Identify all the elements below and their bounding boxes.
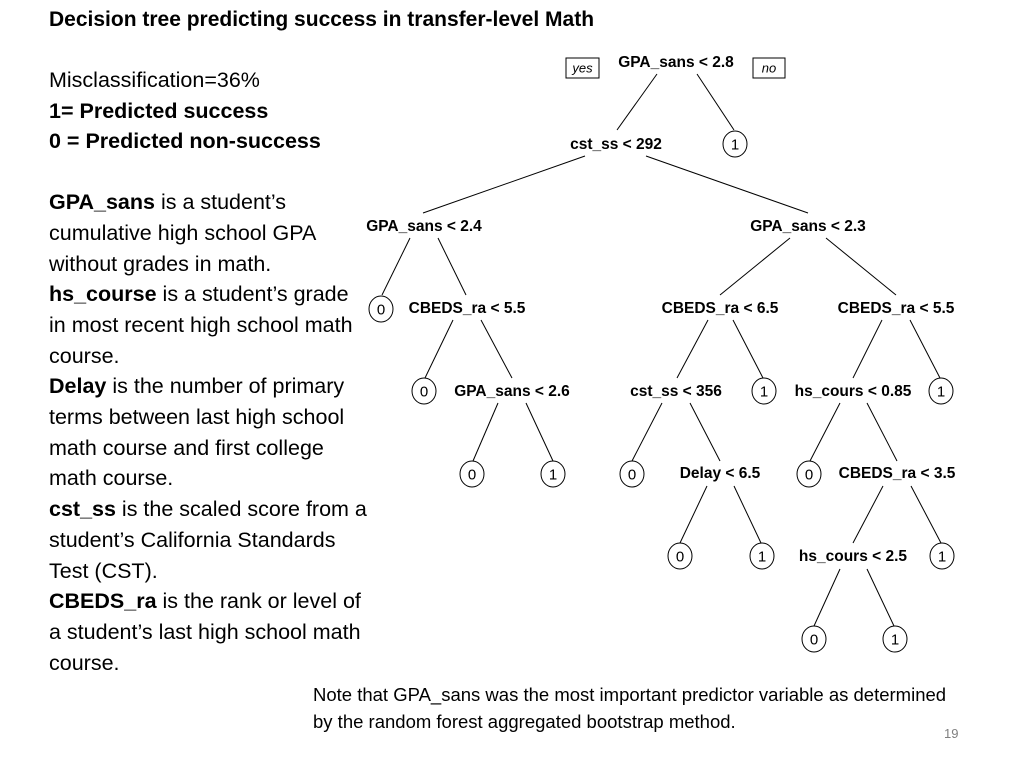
leaf-node: 1 [722,130,748,158]
edge [696,73,735,131]
split-node: GPA_sans < 2.6 [454,383,570,400]
legend-success-label: 1= Predicted success [49,98,269,123]
edge [852,485,884,544]
edge [910,485,942,544]
leaf-node: 1 [749,542,775,570]
leaf-label: 0 [805,467,813,484]
split-node: hs_cours < 2.5 [799,548,908,565]
definition-delay: Delay is the number of primary terms bet… [49,371,369,494]
edge [381,237,411,296]
leaf-label: 0 [810,632,818,649]
split-node: GPA_sans < 2.4 [366,218,482,235]
edge [866,568,895,627]
leaf-label: 0 [377,302,385,319]
term-gpa: GPA_sans [49,190,155,215]
split-node: CBEDS_ra < 5.5 [409,300,526,317]
leaf-node: 0 [411,377,437,405]
legend-nonsuccess-label: 0 = Predicted non-success [49,129,321,154]
spacer [49,157,369,187]
leaf-label: 1 [937,384,945,401]
leaf-label: 0 [420,384,428,401]
yes-tag-label: yes [571,61,593,76]
leaf-node: 1 [928,377,954,405]
leaf-label: 0 [468,467,476,484]
leaf-label: 1 [891,632,899,649]
leaf-node: 1 [882,625,908,653]
edge [422,155,586,214]
definition-gpa: GPA_sans is a student’s cumulative high … [49,187,369,279]
leaf-label: 1 [758,549,766,566]
term-delay: Delay [49,374,107,399]
leaf-node: 1 [540,460,566,488]
leaf-node: 0 [368,295,394,323]
desc-delay: is the number of primary terms between l… [49,374,345,491]
leaf-node: 0 [796,460,822,488]
edge [732,319,764,379]
edge [689,402,721,462]
split-node: CBEDS_ra < 5.5 [838,300,955,317]
leaf-node: 0 [801,625,827,653]
leaf-label: 1 [731,137,739,154]
leaf-node: 0 [459,460,485,488]
leaf-label: 1 [549,467,557,484]
term-hs-course: hs_course [49,282,157,307]
edge [809,402,841,462]
leaf-label: 1 [938,549,946,566]
split-node: Delay < 6.5 [680,465,761,482]
leaf-node: 1 [929,542,955,570]
legend-and-definitions: Misclassification=36% 1= Predicted succe… [49,65,369,678]
edge [733,485,762,544]
edge [616,73,658,131]
edge [424,319,454,379]
edge [645,155,809,214]
desc-gpa: is a student’s cumulative high school GP… [49,190,316,276]
desc-hs-course: is a student’s grade in most recent high… [49,282,353,368]
edge [525,402,554,462]
legend-nonsuccess: 0 = Predicted non-success [49,126,369,157]
leaf-node: 0 [619,460,645,488]
split-node: hs_cours < 0.85 [795,383,912,400]
leaf-label: 1 [760,384,768,401]
page-number: 19 [944,726,959,741]
definition-cbeds: CBEDS_ra is the rank or level of a stude… [49,586,369,678]
split-node: GPA_sans < 2.3 [750,218,866,235]
leaf-label: 0 [676,549,684,566]
split-node: cst_ss < 292 [570,136,662,153]
edge [472,402,499,462]
edge [813,568,841,627]
misclassification-text: Misclassification=36% [49,68,260,92]
term-cbeds: CBEDS_ra [49,589,157,614]
yes-tag: yes [565,57,600,79]
leaf-node: 0 [667,542,693,570]
desc-cbeds: is the rank or level of a student’s last… [49,589,361,675]
term-cst: cst_ss [49,497,116,522]
page-title: Decision tree predicting success in tran… [49,8,595,31]
edge [852,319,883,379]
edge [631,402,663,462]
legend-success: 1= Predicted success [49,96,369,127]
split-node-root: GPA_sans < 2.8 [618,54,734,71]
edge [825,237,897,296]
no-tag: no [752,57,786,79]
edge [719,237,791,296]
edge [909,319,941,379]
leaf-label: 0 [628,467,636,484]
split-node: CBEDS_ra < 3.5 [839,465,956,482]
split-node: CBEDS_ra < 6.5 [662,300,779,317]
edge [676,319,709,379]
edge [480,319,513,379]
edge [437,237,467,296]
split-node: cst_ss < 356 [630,383,722,400]
footnote: Note that GPA_sans was the most importan… [313,684,947,732]
leaf-node: 1 [751,377,777,405]
definition-cst: cst_ss is the scaled score from a studen… [49,494,369,586]
desc-cst: is the scaled score from a student’s Cal… [49,497,367,583]
edge [866,402,898,462]
tree-edges [381,73,942,627]
no-tag-label: no [762,61,776,76]
decision-tree: yes no GPA_sans < 2.8 cst_ss < 292 GPA_s… [366,54,956,653]
edge [679,485,708,544]
definition-hs-course: hs_course is a student’s grade in most r… [49,279,369,371]
